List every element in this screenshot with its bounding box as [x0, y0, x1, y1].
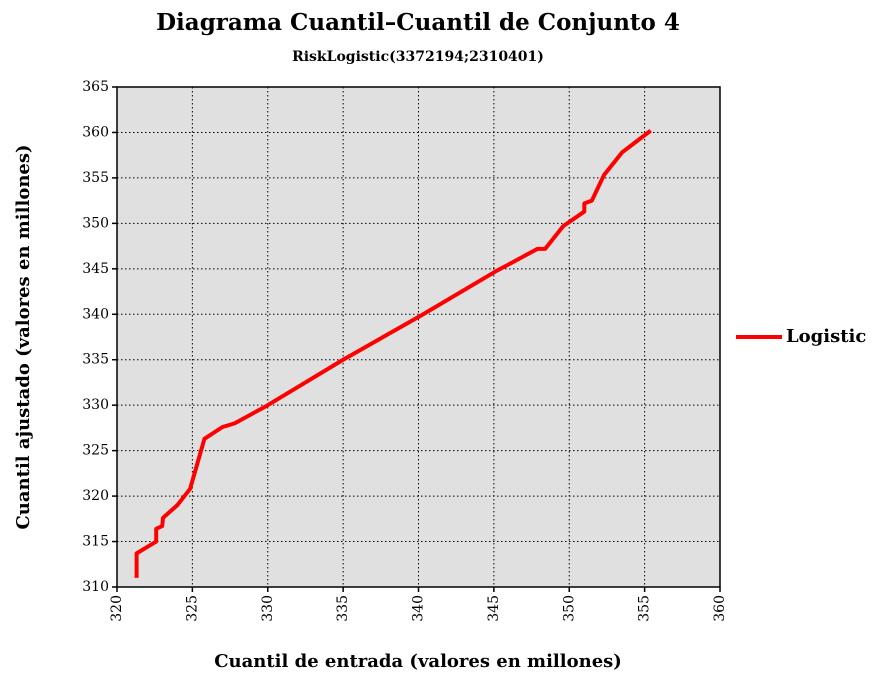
- y-tick-label: 360: [82, 124, 109, 140]
- y-tick-label: 335: [82, 352, 109, 368]
- x-tick-label: 320: [109, 595, 125, 622]
- legend-label: Logistic: [786, 326, 866, 347]
- y-tick-label: 345: [82, 261, 109, 277]
- chart-subtitle: RiskLogistic(3372194;2310401): [292, 49, 544, 65]
- y-axis-label: Cuantil ajustado (valores en millones): [13, 144, 34, 529]
- chart-title: Diagrama Cuantil–Cuantil de Conjunto 4: [156, 9, 680, 36]
- data-line: [134, 129, 652, 578]
- x-axis-label: Cuantil de entrada (valores en millones): [214, 651, 622, 672]
- x-tick-label: 345: [486, 595, 502, 622]
- x-tick-label: 335: [335, 595, 351, 622]
- y-tick-label: 315: [82, 534, 109, 550]
- x-tick-label: 340: [411, 595, 427, 622]
- y-tick-label: 330: [82, 397, 109, 413]
- plot-border: [116, 86, 721, 588]
- y-tick-label: 350: [82, 215, 109, 231]
- y-tick-label: 325: [82, 443, 109, 459]
- y-tick-label: 355: [82, 170, 109, 186]
- y-tick-label: 365: [82, 79, 109, 95]
- y-tick-label: 310: [82, 579, 109, 595]
- x-tick-label: 330: [260, 595, 276, 622]
- y-tick-label: 340: [82, 306, 109, 322]
- x-tick-label: 355: [637, 595, 653, 622]
- x-tick-label: 360: [712, 595, 728, 622]
- y-tick-label: 320: [82, 488, 109, 504]
- x-tick-label: 350: [561, 595, 577, 622]
- x-tick-label: 325: [184, 595, 200, 622]
